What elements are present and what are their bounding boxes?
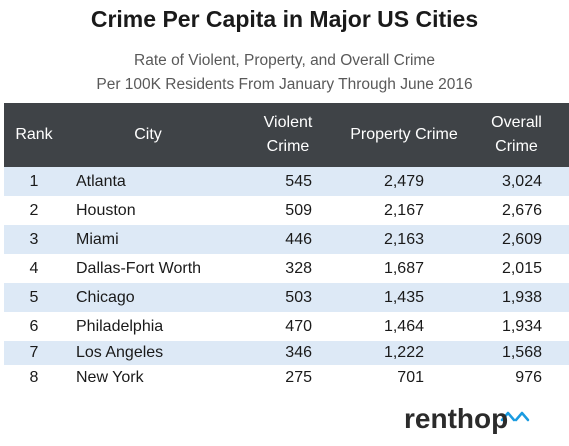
cell-rank: 6 (29, 317, 39, 335)
cell-rank: 8 (29, 369, 39, 386)
cell-rank: 3 (29, 230, 39, 248)
column-header-property-crime: Property Crime (350, 126, 458, 143)
cell-rank: 2 (29, 201, 39, 219)
table-row: 4 Dallas-Fort Worth 328 1,687 2,015 (4, 254, 569, 283)
cell-property-crime: 1,222 (383, 344, 424, 361)
cell-city: New York (76, 369, 144, 386)
renthop-logo-text: renthop (404, 403, 508, 434)
table-row: 8 New York 275 701 976 (4, 365, 569, 391)
cell-overall-crime: 3,024 (501, 172, 542, 190)
cell-violent-crime: 446 (285, 230, 312, 248)
cell-overall-crime: 1,934 (501, 317, 542, 335)
cell-rank: 1 (29, 172, 39, 190)
cell-violent-crime: 503 (285, 288, 312, 306)
cell-overall-crime: 976 (515, 369, 542, 386)
chart-subtitle-line-2: Per 100K Residents From January Through … (96, 76, 473, 93)
cell-violent-crime: 328 (285, 259, 312, 277)
cell-city: Houston (76, 201, 136, 219)
column-header-rank: Rank (15, 126, 53, 143)
table-row: 2 Houston 509 2,167 2,676 (4, 196, 569, 225)
cell-violent-crime: 545 (285, 172, 312, 190)
cell-property-crime: 2,479 (383, 172, 424, 190)
crime-table: Rank City Violent Crime Property Crime Ov… (4, 103, 569, 391)
table-body: 1 Atlanta 545 2,479 3,024 2 Houston 509 2,167 2,6… (4, 167, 569, 391)
renthop-house-icon (500, 411, 530, 422)
cell-violent-crime: 346 (285, 344, 312, 361)
cell-violent-crime: 275 (285, 369, 312, 386)
cell-property-crime: 2,167 (383, 201, 424, 219)
cell-city: Dallas-Fort Worth (76, 259, 202, 277)
cell-property-crime: 2,163 (383, 230, 424, 248)
cell-rank: 5 (29, 288, 39, 306)
cell-rank: 7 (29, 344, 39, 361)
cell-violent-crime: 470 (285, 317, 312, 335)
cell-rank: 4 (29, 259, 39, 277)
cell-city: Atlanta (76, 172, 126, 190)
table-row: 6 Philadelphia 470 1,464 1,934 (4, 312, 569, 341)
cell-violent-crime: 509 (285, 201, 312, 219)
chart-subtitle-line-1: Rate of Violent, Property, and Overall C… (134, 52, 435, 69)
cell-overall-crime: 2,609 (501, 230, 542, 248)
cell-city: Los Angeles (76, 344, 164, 361)
table-row: 7 Los Angeles 346 1,222 1,568 (4, 341, 569, 365)
cell-city: Miami (76, 230, 119, 248)
cell-overall-crime: 1,568 (501, 344, 542, 361)
table-row: 3 Miami 446 2,163 2,609 (4, 225, 569, 254)
cell-city: Chicago (76, 288, 135, 306)
renthop-logo: renthop (404, 403, 530, 434)
cell-property-crime: 1,687 (383, 259, 424, 277)
cell-overall-crime: 1,938 (501, 288, 542, 306)
table-row: 1 Atlanta 545 2,479 3,024 (4, 167, 569, 196)
table-header-row: Rank City Violent Crime Property Crime Ov… (4, 103, 569, 167)
column-header-city: City (134, 126, 162, 143)
cell-overall-crime: 2,676 (501, 201, 542, 219)
cell-property-crime: 1,435 (383, 288, 424, 306)
cell-city: Philadelphia (76, 317, 164, 335)
cell-property-crime: 1,464 (383, 317, 424, 335)
table-row: 5 Chicago 503 1,435 1,938 (4, 283, 569, 312)
column-header-violent-crime: Violent Crime (263, 114, 313, 155)
cell-overall-crime: 2,015 (501, 259, 542, 277)
column-header-overall-crime: Overall Crime (491, 114, 542, 155)
chart-title: Crime Per Capita in Major US Cities (90, 6, 479, 32)
cell-property-crime: 701 (397, 369, 424, 386)
